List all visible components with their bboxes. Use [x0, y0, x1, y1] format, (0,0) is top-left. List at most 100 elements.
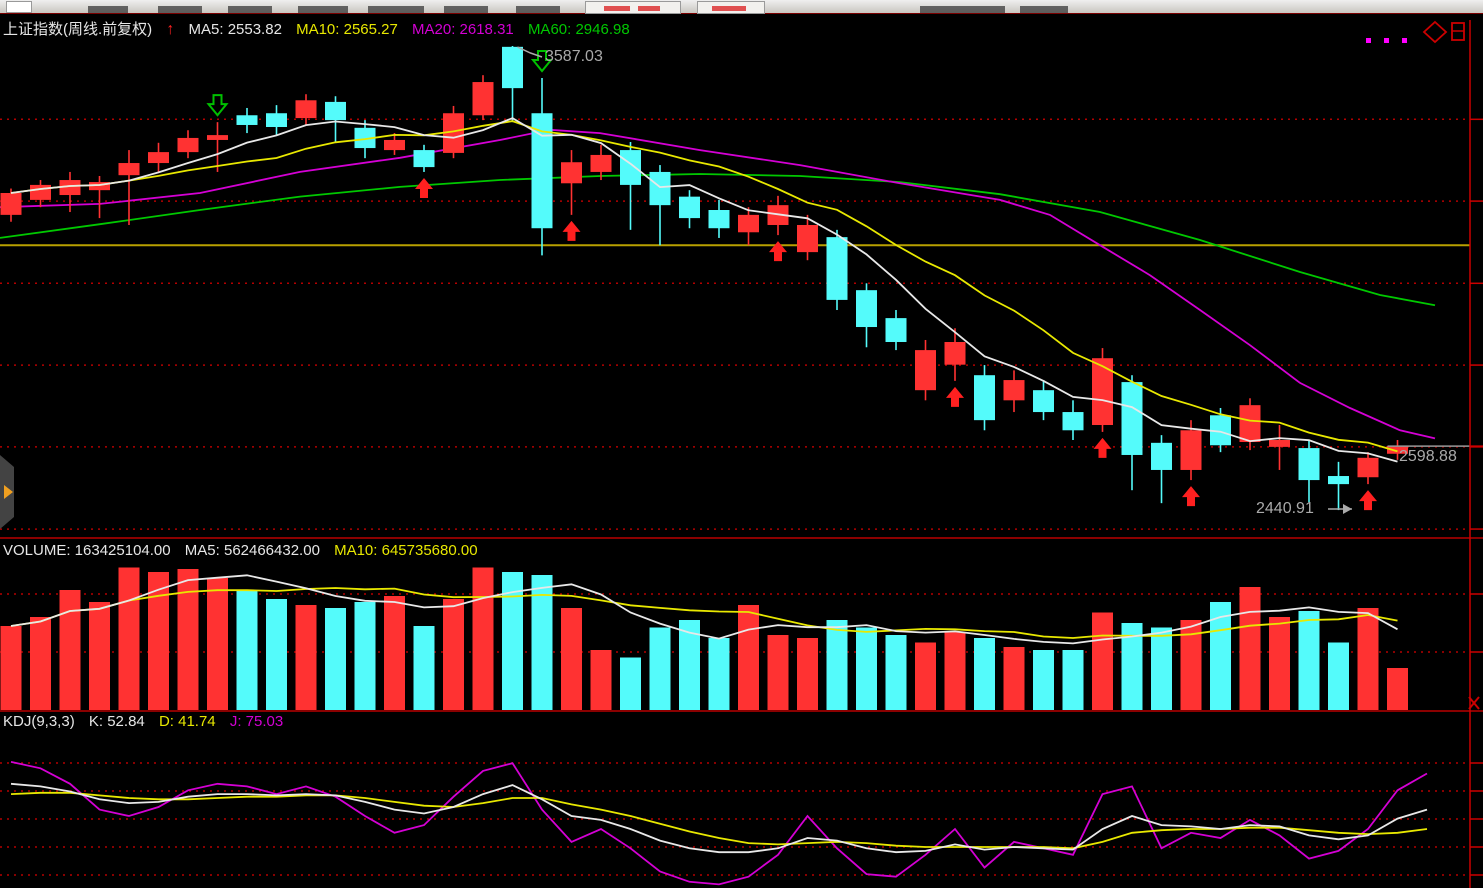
candle[interactable]: [679, 196, 700, 219]
candle[interactable]: [118, 163, 140, 176]
candle[interactable]: [1210, 415, 1231, 446]
menu-item[interactable]: [368, 6, 424, 13]
candle[interactable]: [531, 113, 553, 229]
volume-bar[interactable]: [885, 635, 907, 710]
candle[interactable]: [1239, 405, 1261, 443]
candle[interactable]: [620, 150, 641, 185]
volume-bar[interactable]: [679, 620, 700, 710]
volume-bar[interactable]: [915, 642, 936, 711]
candle[interactable]: [915, 350, 936, 391]
volume-bar[interactable]: [413, 626, 435, 710]
menu-item[interactable]: [158, 6, 202, 13]
candle[interactable]: [974, 375, 995, 421]
candle[interactable]: [1387, 446, 1408, 454]
candle[interactable]: [177, 137, 199, 153]
menubar-button[interactable]: [585, 1, 681, 14]
candle[interactable]: [738, 214, 759, 233]
menu-item[interactable]: [298, 6, 348, 13]
more-options-dots-icon[interactable]: [1384, 38, 1389, 43]
volume-bar[interactable]: [30, 617, 51, 710]
candle[interactable]: [856, 290, 877, 328]
volume-bar[interactable]: [118, 567, 140, 711]
candle[interactable]: [1033, 390, 1054, 413]
candle[interactable]: [1121, 382, 1143, 455]
candle[interactable]: [1151, 442, 1172, 470]
menu-item[interactable]: [920, 6, 1005, 13]
volume-bar[interactable]: [443, 599, 464, 710]
volume-bar[interactable]: [767, 635, 789, 710]
volume-bar[interactable]: [1239, 587, 1261, 710]
volume-bar[interactable]: [797, 638, 818, 710]
volume-bar[interactable]: [148, 572, 169, 710]
volume-bar[interactable]: [1180, 620, 1202, 710]
candle[interactable]: [1328, 476, 1349, 485]
volume-bar[interactable]: [89, 602, 110, 710]
volume-bar[interactable]: [266, 599, 287, 710]
candle[interactable]: [1357, 457, 1379, 478]
volume-bar[interactable]: [1387, 668, 1408, 710]
candle[interactable]: [0, 193, 22, 215]
volume-bar[interactable]: [502, 572, 523, 710]
volume-bar[interactable]: [826, 620, 848, 710]
volume-bar[interactable]: [236, 590, 258, 710]
volume-bar[interactable]: [0, 626, 22, 710]
volume-bar[interactable]: [177, 569, 199, 710]
volume-bar[interactable]: [1151, 627, 1172, 711]
candle[interactable]: [797, 224, 818, 253]
candle[interactable]: [295, 100, 317, 119]
volume-bar[interactable]: [590, 650, 612, 710]
candle[interactable]: [30, 184, 51, 200]
candle[interactable]: [885, 318, 907, 343]
candle[interactable]: [354, 127, 376, 149]
menubar[interactable]: [0, 0, 1483, 14]
indicator-close-button[interactable]: [1468, 696, 1480, 710]
candle[interactable]: [472, 82, 494, 116]
candle[interactable]: [1003, 380, 1025, 401]
volume-bar[interactable]: [620, 657, 641, 711]
volume-bar[interactable]: [325, 608, 346, 710]
volume-bar[interactable]: [384, 596, 405, 710]
volume-bar[interactable]: [1121, 623, 1143, 710]
candle[interactable]: [590, 154, 612, 172]
volume-bar[interactable]: [944, 632, 966, 710]
volume-bar[interactable]: [354, 602, 376, 710]
volume-bar[interactable]: [738, 605, 759, 710]
more-options-dots-icon[interactable]: [1366, 38, 1371, 43]
volume-bar[interactable]: [1062, 650, 1084, 710]
menubar-button[interactable]: [697, 1, 765, 14]
volume-bar[interactable]: [561, 608, 582, 710]
candle[interactable]: [207, 135, 228, 140]
volume-bar[interactable]: [856, 627, 877, 711]
expand-arrow-icon[interactable]: [4, 485, 13, 499]
candle[interactable]: [384, 139, 405, 151]
candle[interactable]: [1092, 358, 1113, 426]
volume-bar[interactable]: [1357, 608, 1379, 710]
volume-bar[interactable]: [974, 638, 995, 710]
candle[interactable]: [944, 342, 966, 365]
candle[interactable]: [1062, 412, 1084, 431]
candle[interactable]: [148, 152, 169, 164]
volume-bar[interactable]: [1210, 602, 1231, 710]
volume-bar[interactable]: [1328, 642, 1349, 711]
candle[interactable]: [1298, 448, 1320, 481]
candle[interactable]: [59, 180, 81, 196]
candle[interactable]: [826, 237, 848, 300]
volume-bar[interactable]: [1092, 612, 1113, 711]
menu-item[interactable]: [444, 6, 488, 13]
volume-bar[interactable]: [1003, 647, 1025, 710]
menu-item[interactable]: [1020, 6, 1068, 13]
candle[interactable]: [266, 113, 287, 128]
diamond-marker-icon[interactable]: [1422, 20, 1448, 44]
candle[interactable]: [649, 171, 671, 206]
volume-bar[interactable]: [649, 627, 671, 711]
candle[interactable]: [1269, 439, 1290, 447]
candle[interactable]: [708, 210, 730, 229]
volume-bar[interactable]: [207, 578, 228, 710]
more-options-dots-icon[interactable]: [1402, 38, 1407, 43]
candle[interactable]: [89, 182, 110, 191]
volume-bar[interactable]: [1269, 617, 1290, 710]
volume-bar[interactable]: [1298, 611, 1320, 710]
menu-item[interactable]: [88, 6, 128, 13]
candle[interactable]: [502, 46, 523, 89]
